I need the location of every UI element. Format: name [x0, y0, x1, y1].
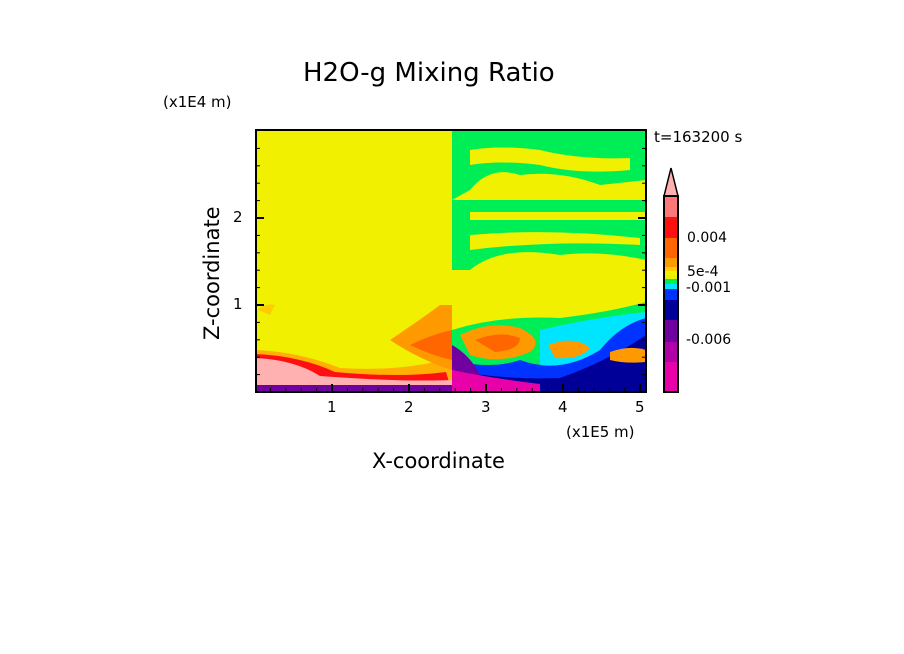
contour-orange-blob2	[548, 340, 590, 359]
x-tick-label: 2	[404, 398, 414, 416]
contour-magenta-low	[452, 370, 540, 392]
colorbar-label: 0.004	[687, 230, 728, 246]
x-tick-label: 1	[327, 398, 337, 416]
colorbar-segment	[664, 279, 678, 284]
x-axis-label: X-coordinate	[372, 449, 505, 473]
contour-yellow-band1	[470, 147, 630, 172]
colorbar-segment	[664, 271, 678, 275]
colorbar-extend-triangle	[663, 167, 679, 197]
contour-yellow-band2	[470, 212, 646, 220]
chart-title: H2O-g Mixing Ratio	[303, 58, 555, 88]
contour-purple-surface	[256, 385, 452, 392]
contour-gold-small	[258, 304, 275, 315]
colorbar-segment	[664, 362, 678, 392]
colorbar-segment	[664, 196, 678, 217]
colorbar-frame	[663, 195, 679, 393]
colorbar-segment	[664, 300, 678, 320]
x-unit-label: (x1E5 m)	[566, 423, 635, 441]
contour-yellow-band3	[470, 232, 640, 250]
colorbar-segment	[664, 342, 678, 362]
colorbar-segment	[664, 284, 678, 289]
colorbar-segment	[664, 289, 678, 300]
x-tick-label: 4	[558, 398, 568, 416]
contour-darkblue-low	[452, 335, 646, 392]
plot-frame	[255, 129, 647, 393]
colorbar-segment	[664, 238, 678, 258]
x-tick-label: 5	[635, 398, 645, 416]
time-label: t=163200 s	[654, 128, 743, 146]
y-tick-label: 1	[233, 295, 243, 313]
colorbar-segment	[664, 258, 678, 267]
y-unit-label: (x1E4 m)	[163, 93, 232, 111]
y-tick-label: 2	[233, 208, 243, 226]
colorbar-label: -0.001	[686, 280, 732, 296]
field	[256, 130, 646, 392]
colorbar-segment	[664, 267, 678, 271]
contour-pink-left	[256, 358, 452, 392]
contour-darkorange-plume-left	[410, 330, 452, 360]
colorbar-segment	[664, 217, 678, 238]
colorbar-label: 5e-4	[687, 264, 719, 280]
colorbar-label: -0.006	[686, 332, 732, 348]
colorbar-segment	[664, 320, 678, 342]
contour-orange-blob3	[610, 347, 646, 363]
x-tick-label: 3	[481, 398, 491, 416]
colorbar-segment	[664, 275, 678, 279]
contour-darkorange-blob1	[475, 334, 520, 352]
